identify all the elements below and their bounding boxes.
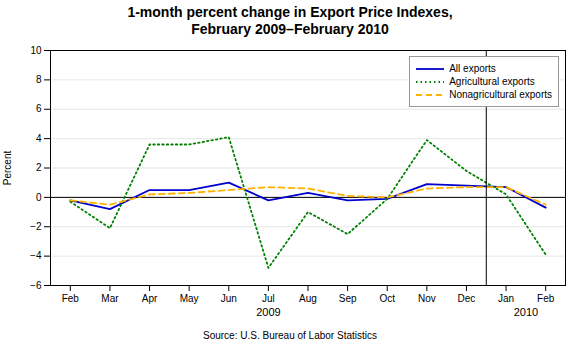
svg-text:Apr: Apr [142,293,158,304]
svg-text:Feb: Feb [537,293,555,304]
svg-text:−6: −6 [30,280,42,291]
svg-text:Jan: Jan [498,293,514,304]
svg-text:Percent: Percent [2,151,13,186]
svg-text:Oct: Oct [379,293,395,304]
svg-text:Jun: Jun [221,293,237,304]
svg-text:0: 0 [36,192,42,203]
svg-text:−2: −2 [30,221,42,232]
html-text:Nonagricultural exports: Nonagricultural exports [449,89,552,100]
svg-text:Nov: Nov [418,293,436,304]
html-text:1-month percent change in Expo: 1-month percent change in Export Price I… [127,4,453,37]
html-text:All exports: All exports [449,63,496,74]
svg-text:10: 10 [30,45,42,56]
svg-text:2: 2 [36,162,42,173]
svg-text:−4: −4 [30,250,42,261]
svg-text:Jul: Jul [262,293,275,304]
svg-text:2009: 2009 [256,306,280,318]
svg-text:Feb: Feb [62,293,80,304]
html-text:Agricultural exports: Agricultural exports [449,76,535,87]
html-text:Source: U.S. Bureau of Labor S: Source: U.S. Bureau of Labor Statistics [203,330,377,341]
svg-text:4: 4 [36,133,42,144]
svg-text:2010: 2010 [514,306,538,318]
svg-text:Mar: Mar [101,293,119,304]
svg-text:8: 8 [36,74,42,85]
svg-text:6: 6 [36,103,42,114]
svg-text:Aug: Aug [299,293,317,304]
svg-text:Dec: Dec [458,293,476,304]
svg-text:Sep: Sep [339,293,357,304]
svg-text:May: May [180,293,199,304]
